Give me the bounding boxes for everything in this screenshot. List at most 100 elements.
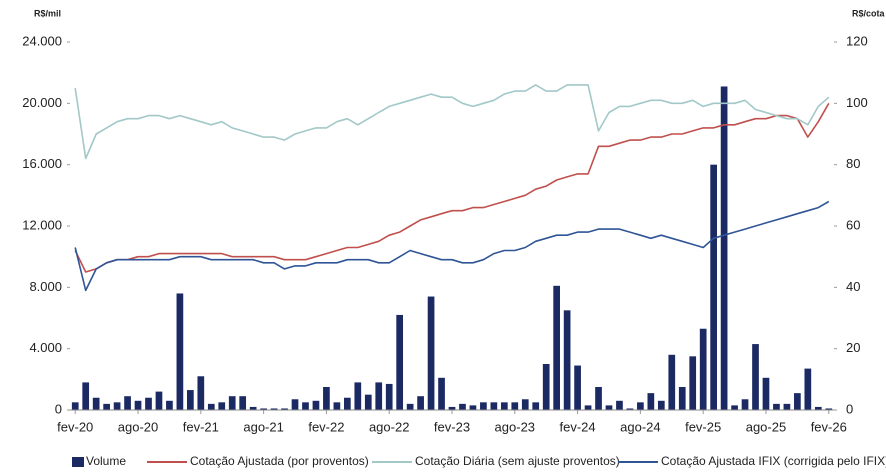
bar [207,403,215,410]
x-tick-label: ago-21 [243,419,283,434]
legend-swatch [72,457,84,467]
y2-tick-label: 80 [846,156,860,171]
bar [500,402,508,410]
x-tick-label: ago-23 [495,419,535,434]
bar [605,405,613,410]
bar [626,408,634,410]
bar [260,408,267,410]
legend-label: Cotação Ajustada (por proventos) [190,454,369,468]
bar [385,383,393,410]
y2-tick-label: 0 [846,401,853,416]
bar [762,377,770,410]
x-tick-label: ago-25 [746,419,786,434]
bar [668,354,676,410]
bar [773,403,780,410]
y2-tick-label: 20 [846,340,860,355]
line [74,200,830,292]
bar [689,356,697,410]
bar [553,285,561,410]
y2-tick-label: 60 [846,217,860,232]
x-tick-label: fev-25 [685,419,721,434]
bar [134,400,142,410]
bar [804,368,812,410]
bar [291,399,299,410]
line [74,102,830,273]
y-axis-label: R$/mil [34,8,61,18]
y2-tick-label: 100 [846,95,868,110]
bar [354,382,362,410]
bar [249,406,257,410]
y2-tick-label: 120 [846,33,868,48]
bar [396,314,404,410]
bar [113,402,121,410]
bar [333,402,341,410]
bar [584,405,592,410]
bar [783,403,791,410]
bar [616,400,623,410]
bar [406,403,414,410]
y-tick-label: 4.000 [29,340,62,355]
bar [699,328,707,410]
bar [574,365,581,410]
bar [166,400,173,410]
x-tick-label: ago-22 [369,419,409,434]
bar [364,394,372,410]
legend-label: Cotação Diária (sem ajuste proventos) [415,454,620,468]
y-tick-label: 16.000 [22,156,62,171]
bar [71,402,79,410]
bar [427,296,435,410]
bar [710,164,717,410]
bar [197,376,205,410]
y-tick-label: 24.000 [22,33,62,48]
bar [145,397,152,410]
line [74,84,830,160]
x-tick-label: ago-20 [118,419,158,434]
bar [741,399,749,410]
bar [417,396,424,410]
bar [124,396,131,410]
x-tick-label: fev-22 [308,419,344,434]
y-tick-label: 8.000 [29,279,62,294]
bar [647,393,655,410]
bar [448,406,456,410]
bar [218,402,226,410]
x-tick-label: fev-23 [434,419,470,434]
bar [438,377,445,410]
bar [459,403,466,410]
bar [752,344,759,410]
bar [155,391,163,410]
bar [343,397,351,410]
bar [794,393,801,410]
bar [542,364,550,410]
bar [731,405,738,410]
bar [239,396,247,410]
bar [281,408,288,410]
bar [637,402,644,410]
y-tick-label: 0 [55,401,62,416]
bar [92,397,100,410]
bar [678,387,686,410]
x-tick-label: fev-20 [57,419,93,434]
bar [375,382,383,410]
bar [595,387,602,410]
x-tick-label: ago-24 [620,419,660,434]
bar [82,382,90,410]
bar [720,86,728,410]
bar [469,405,477,410]
bar [270,408,278,410]
bar [511,402,519,410]
y-tick-label: 12.000 [22,217,62,232]
bar [187,390,194,410]
legend-label: Cotação Ajustada IFIX (corrigida pelo IF… [661,454,886,468]
bar [825,408,833,410]
x-tick-label: fev-21 [183,419,219,434]
bar [480,402,487,410]
bar [521,399,529,410]
bar [302,402,309,410]
bar [532,402,540,410]
bar [323,387,330,410]
bar [490,402,498,410]
y2-tick-label: 40 [846,279,860,294]
x-tick-label: fev-26 [811,419,847,434]
y-tick-label: 20.000 [22,95,62,110]
